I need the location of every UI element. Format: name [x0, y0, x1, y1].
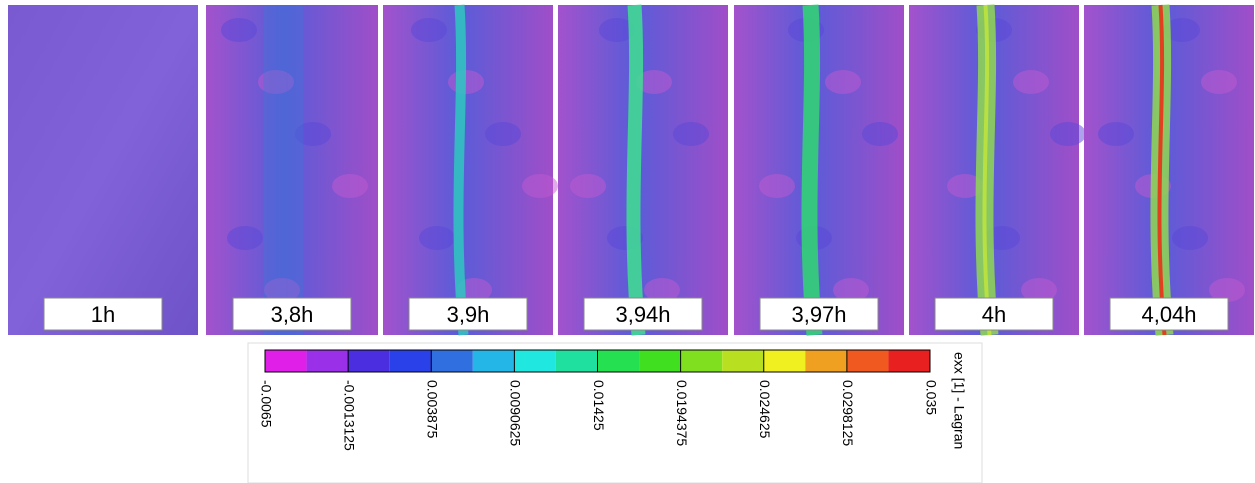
colorbar: -0.0065 -0.0013125 0.003875 0.0090625 0.0142… — [247, 342, 983, 483]
tick-label: -0.0065 — [258, 380, 274, 428]
texture — [947, 174, 983, 198]
texture — [295, 122, 331, 146]
texture — [862, 122, 898, 146]
time-label: 4h — [982, 302, 1006, 327]
strain-zone — [263, 5, 304, 335]
color-cell — [348, 350, 390, 372]
texture — [833, 278, 869, 302]
texture — [1172, 226, 1208, 250]
color-cell — [597, 350, 640, 372]
texture — [570, 174, 606, 198]
time-label: 4,04h — [1141, 302, 1196, 327]
time-label: 3,94h — [615, 302, 670, 327]
texture — [258, 70, 294, 94]
time-label: 3,8h — [271, 302, 314, 327]
strain-band — [626, 4, 646, 336]
texture — [759, 174, 795, 198]
color-cell — [805, 350, 847, 372]
bar-outline — [264, 349, 931, 373]
label-box — [759, 297, 879, 331]
texture — [221, 18, 257, 42]
texture — [419, 226, 455, 250]
texture — [332, 174, 368, 198]
texture — [411, 18, 447, 42]
texture — [1164, 18, 1200, 42]
color-cell — [846, 350, 889, 372]
color-cell — [555, 350, 598, 372]
color-cell — [389, 350, 432, 372]
texture — [636, 70, 672, 94]
texture — [1021, 278, 1057, 302]
label-box — [934, 297, 1054, 331]
time-label: 3,9h — [447, 302, 490, 327]
tick-label: 0.0090625 — [508, 380, 524, 446]
texture — [522, 174, 558, 198]
label-box — [43, 297, 163, 331]
label-box — [1109, 297, 1229, 331]
color-cell — [431, 350, 473, 372]
texture — [673, 122, 709, 146]
strain-panel: 3,8h — [206, 5, 378, 335]
colorbar-title: exx [1] - Lagran — [951, 352, 967, 449]
strain-panel: 4,04h — [1084, 4, 1254, 336]
texture — [448, 70, 484, 94]
label-box — [232, 297, 352, 331]
color-cell — [306, 350, 349, 372]
texture — [1209, 278, 1245, 302]
tick-label: 0.0194375 — [674, 380, 690, 446]
panel-image — [8, 5, 198, 335]
panel-image — [206, 5, 378, 335]
strain-panel: 4h — [909, 4, 1086, 336]
strain-band — [453, 4, 469, 336]
strain-panel: 3,97h — [734, 4, 904, 336]
texture — [1013, 70, 1049, 94]
color-cell — [514, 350, 556, 372]
color-cell — [888, 350, 930, 372]
texture — [825, 70, 861, 94]
color-cell — [763, 350, 806, 372]
strain-core — [982, 4, 992, 336]
color-cell — [722, 350, 764, 372]
panel-image — [558, 5, 728, 335]
color-cell — [472, 350, 515, 372]
texture — [264, 278, 300, 302]
tick-label: 0.01425 — [591, 380, 607, 431]
color-cell — [265, 350, 307, 372]
texture — [1098, 122, 1134, 146]
tick-label: 0.024625 — [757, 380, 773, 439]
texture — [599, 18, 635, 42]
texture — [644, 278, 680, 302]
label-box — [408, 297, 528, 331]
strain-panel: 3,9h — [383, 4, 558, 336]
texture — [1201, 70, 1237, 94]
texture — [1050, 122, 1086, 146]
panels: 1h 3,8h 3,9h 3,94h 3,97h 4h 4,04h — [8, 4, 1254, 336]
tick-label: 0.035 — [923, 380, 939, 415]
color-cell — [680, 350, 723, 372]
strain-panel: 1h — [8, 5, 198, 335]
time-label: 3,97h — [791, 302, 846, 327]
strain-core — [1157, 4, 1167, 336]
tick-label: 0.0298125 — [840, 380, 856, 446]
tick-label: 0.003875 — [425, 380, 441, 439]
strain-panel: 3,94h — [558, 4, 728, 336]
tick-label: -0.0013125 — [341, 380, 357, 451]
strain-band — [801, 4, 823, 336]
texture — [227, 226, 263, 250]
label-box — [583, 297, 703, 331]
color-cell — [639, 350, 681, 372]
texture — [485, 122, 521, 146]
time-label: 1h — [91, 302, 115, 327]
